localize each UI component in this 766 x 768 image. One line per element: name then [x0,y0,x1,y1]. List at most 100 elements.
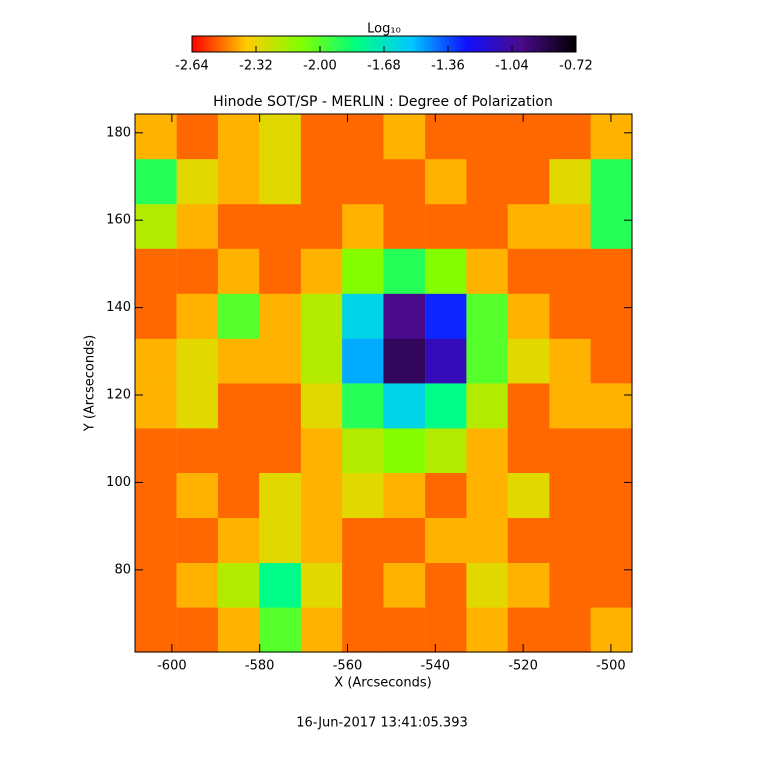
heatmap-cell [507,338,550,384]
heatmap-cell [342,383,385,429]
heatmap-cell [176,203,219,249]
heatmap-cell [507,607,550,653]
heatmap-cell [590,427,633,474]
heatmap-cell [134,293,177,339]
heatmap-cell [217,562,260,608]
heatmap-cell [590,203,633,249]
heatmap-cell [383,472,426,519]
y-tick-label: 80 [114,562,131,577]
colorbar-tick-label: -1.68 [367,59,401,74]
heatmap-cell [507,562,550,608]
heatmap-cell [590,607,633,653]
heatmap-cell [425,338,468,384]
heatmap-cell [217,607,260,653]
y-tick-label: 140 [106,300,131,315]
heatmap [134,113,633,653]
heatmap-cell [383,517,426,564]
heatmap-cell [549,113,592,160]
heatmap-cell [425,293,468,339]
colorbar-tick-label: -1.36 [431,59,465,74]
heatmap-cell [259,203,302,249]
x-axis-label: X (Arcseconds) [334,676,431,691]
heatmap-cell [549,338,592,384]
x-tick-label: -580 [245,659,275,674]
heatmap-cell [590,248,633,294]
heatmap-cell [507,427,550,474]
heatmap-cell [217,338,260,384]
heatmap-cell [176,472,219,519]
heatmap-cell [383,338,426,384]
x-tick-label: -520 [508,659,538,674]
heatmap-cell [300,338,343,384]
heatmap-cell [383,203,426,249]
x-tick-label: -540 [421,659,451,674]
heatmap-cell [342,562,385,608]
heatmap-cell [259,472,302,519]
heatmap-cell [300,517,343,564]
heatmap-cell [425,607,468,653]
heatmap-cell [590,562,633,608]
heatmap-cell [217,427,260,474]
heatmap-cell [342,607,385,653]
colorbar-tick-label: -2.64 [175,59,209,74]
heatmap-cell [176,113,219,160]
heatmap-cell [259,427,302,474]
heatmap-cell [507,203,550,249]
heatmap-cell [507,472,550,519]
heatmap-cell [466,293,509,339]
plot-frame [134,113,633,653]
heatmap-cell [300,203,343,249]
heatmap-cell [549,293,592,339]
heatmap-cell [342,158,385,205]
heatmap-cell [466,472,509,519]
heatmap-cell [259,383,302,429]
heatmap-cell [300,113,343,160]
heatmap-cell [176,517,219,564]
heatmap-cell [217,203,260,249]
x-tick-label: -600 [157,659,187,674]
heatmap-cell [259,293,302,339]
y-tick-label: 180 [106,125,131,140]
heatmap-cell [466,158,509,205]
heatmap-cell [217,517,260,564]
heatmap-cell [300,293,343,339]
heatmap-cell [549,472,592,519]
heatmap-cell [134,113,177,160]
heatmap-cell [134,158,177,205]
y-tick-label: 100 [106,475,131,490]
heatmap-cell [134,338,177,384]
heatmap-cell [383,248,426,294]
heatmap-cell [425,113,468,160]
colorbar-tick-label: -2.32 [239,59,273,74]
heatmap-cell [134,607,177,653]
heatmap-cell [549,203,592,249]
heatmap-cell [549,383,592,429]
heatmap-cell [176,562,219,608]
heatmap-cell [425,517,468,564]
heatmap-cell [300,383,343,429]
heatmap-cell [300,562,343,608]
heatmap-cell [259,517,302,564]
colorbar-tick-label: -1.04 [495,59,529,74]
heatmap-cell [176,427,219,474]
heatmap-cell [590,158,633,205]
heatmap-cell [549,517,592,564]
heatmap-cell [590,338,633,384]
heatmap-cell [466,562,509,608]
heatmap-cell [300,427,343,474]
x-tick-label: -560 [333,659,363,674]
heatmap-cell [259,113,302,160]
heatmap-cell [259,607,302,653]
heatmap-cell [383,113,426,160]
heatmap-cell [217,248,260,294]
heatmap-cell [549,158,592,205]
heatmap-cell [590,517,633,564]
heatmap-cell [466,248,509,294]
heatmap-cell [217,113,260,160]
heatmap-cell [466,383,509,429]
heatmap-cell [549,427,592,474]
heatmap-cell [466,427,509,474]
heatmap-cell [466,607,509,653]
heatmap-cell [134,472,177,519]
heatmap-cell [300,158,343,205]
